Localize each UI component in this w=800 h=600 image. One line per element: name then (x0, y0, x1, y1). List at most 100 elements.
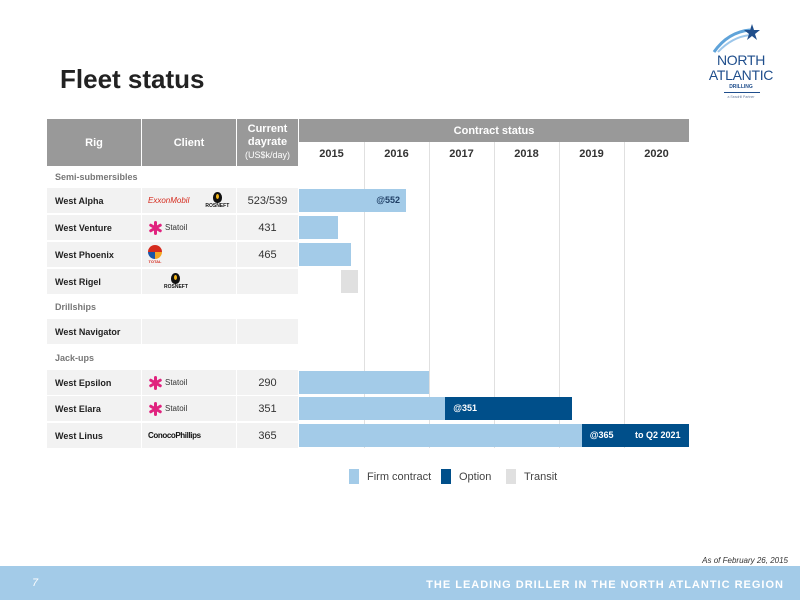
bar-transit-west-rigel (341, 270, 358, 293)
section-label-drillships: Drillships (55, 302, 97, 312)
north-atlantic-logo: NORTH ATLANTIC DRILLING a Seadrill Partn… (706, 22, 776, 104)
logo-tagline: a Seadrill Partner (727, 95, 755, 99)
statoil-logo-text: Statoil (165, 404, 188, 413)
client-cell-west-navigator (142, 319, 236, 344)
rig-name-west-linus: West Linus (47, 423, 141, 448)
bar-option-west-linus (581, 424, 689, 447)
bar-firm-west-epsilon (299, 371, 429, 394)
client-cell-west-linus: ConocoPhillips (142, 423, 236, 448)
statoil-star-icon (148, 401, 163, 416)
legend-swatch-firm (349, 469, 359, 484)
year-gridline (624, 142, 625, 448)
logo-text-drilling: DRILLING (729, 84, 753, 90)
dayrate-west-epsilon: 290 (237, 370, 298, 395)
rig-name-west-navigator: West Navigator (47, 319, 141, 344)
rig-name-west-elara: West Elara (47, 396, 141, 421)
year-label-2019: 2019 (579, 148, 604, 160)
total-logo-text: TOTAL (148, 259, 162, 264)
year-gridline (494, 142, 495, 448)
statoil-logo: Statoil (148, 401, 188, 416)
client-cell-west-venture: Statoil (142, 215, 236, 240)
section-label-semi-submersibles: Semi-submersibles (55, 172, 138, 182)
header-client: Client (142, 119, 236, 166)
page-title: Fleet status (60, 64, 205, 94)
logo-text-atlantic: ATLANTIC (708, 67, 774, 83)
exxonmobil-logo: ExxonMobil (148, 196, 190, 205)
statoil-star-icon (148, 375, 163, 390)
bar-firm-west-phoenix (299, 243, 351, 266)
header-dayrate-unit: (US$k/day) (244, 150, 290, 160)
logo-text-north: NORTH (716, 52, 766, 68)
star-swoosh-icon (712, 24, 760, 53)
header-contract-status: Contract status (299, 119, 689, 142)
statoil-logo-text: Statoil (165, 378, 188, 387)
rig-name-west-epsilon: West Epsilon (47, 370, 141, 395)
header-dayrate-title: Current dayrate (247, 123, 288, 148)
dayrate-west-alpha: 523/539 (237, 188, 298, 213)
bar-label-west-linus: @365 (589, 430, 614, 440)
header-dayrate: Current dayrate (US$k/day) (237, 119, 298, 166)
legend-swatch-transit (506, 469, 516, 484)
rosneft-logo-text: ROSNEFT (205, 203, 230, 209)
client-cell-west-epsilon: Statoil (142, 370, 236, 395)
client-cell-west-rigel: ROSNEFT (142, 269, 236, 294)
logo-rule (724, 92, 760, 93)
rosneft-logo-text: ROSNEFT (164, 284, 188, 290)
as-of-date: As of February 26, 2015 (702, 556, 788, 565)
section-label-jack-ups: Jack-ups (55, 353, 95, 363)
legend-label-firm: Firm contract (367, 470, 432, 483)
statoil-logo: Statoil (148, 220, 188, 235)
rosneft-drop-icon (212, 192, 222, 203)
year-label-2018: 2018 (514, 148, 539, 160)
year-gridline (364, 142, 365, 448)
rig-name-west-venture: West Venture (47, 215, 141, 240)
legend-item-firm: Firm contract (349, 469, 431, 484)
total-logo: TOTAL (148, 245, 162, 264)
statoil-star-arm (148, 403, 163, 414)
year-label-2017: 2017 (449, 148, 474, 160)
conocophillips-logo: ConocoPhillips (148, 431, 201, 440)
rosneft-logo: ROSNEFT (164, 273, 188, 290)
bar-label-west-alpha: @552 (376, 195, 401, 205)
statoil-logo-text: Statoil (165, 223, 188, 232)
total-ball-icon (148, 245, 162, 259)
bar-firm-west-alpha (299, 189, 407, 212)
year-label-2020: 2020 (644, 148, 669, 160)
footer-band (0, 566, 800, 600)
legend-swatch-option (441, 469, 451, 484)
client-cell-west-phoenix: TOTAL (142, 242, 236, 267)
dayrate-west-phoenix: 465 (237, 242, 298, 267)
dayrate-west-venture: 431 (237, 215, 298, 240)
year-gridline (559, 142, 560, 448)
bar-firm-west-venture (299, 216, 338, 239)
year-gridline (429, 142, 430, 448)
bar-firm-west-elara (299, 397, 446, 420)
legend-item-option: Option (441, 469, 491, 484)
year-label-2016: 2016 (384, 148, 409, 160)
bar-option-west-elara (445, 397, 572, 420)
rosneft-drop-icon (171, 273, 181, 284)
dayrate-west-rigel (237, 269, 298, 294)
header-rig: Rig (47, 119, 141, 166)
rig-name-west-alpha: West Alpha (47, 188, 141, 213)
footer-tagline: THE LEADING DRILLER IN THE NORTH ATLANTI… (426, 579, 784, 591)
dayrate-west-linus: 365 (237, 423, 298, 448)
rosneft-logo: ROSNEFT (205, 192, 229, 209)
statoil-star-icon (148, 220, 163, 235)
legend-item-transit: Transit (506, 469, 557, 484)
rig-name-west-phoenix: West Phoenix (47, 242, 141, 267)
rig-name-west-rigel: West Rigel (47, 269, 141, 294)
client-cell-west-elara: Statoil (142, 396, 236, 421)
page-number: 7 (32, 577, 39, 589)
dayrate-west-navigator (237, 319, 298, 344)
legend-label-option: Option (459, 470, 492, 483)
statoil-star-arm (148, 377, 163, 388)
bar-note-west-linus: to Q2 2021 (635, 430, 681, 440)
client-cell-west-alpha: ExxonMobil ROSNEFT (142, 188, 236, 213)
statoil-star-arm (148, 222, 163, 233)
dayrate-west-elara: 351 (237, 396, 298, 421)
statoil-logo: Statoil (148, 375, 188, 390)
bar-firm-west-linus (299, 424, 582, 447)
bar-label-west-elara: @351 (453, 403, 478, 413)
legend-label-transit: Transit (524, 470, 558, 483)
